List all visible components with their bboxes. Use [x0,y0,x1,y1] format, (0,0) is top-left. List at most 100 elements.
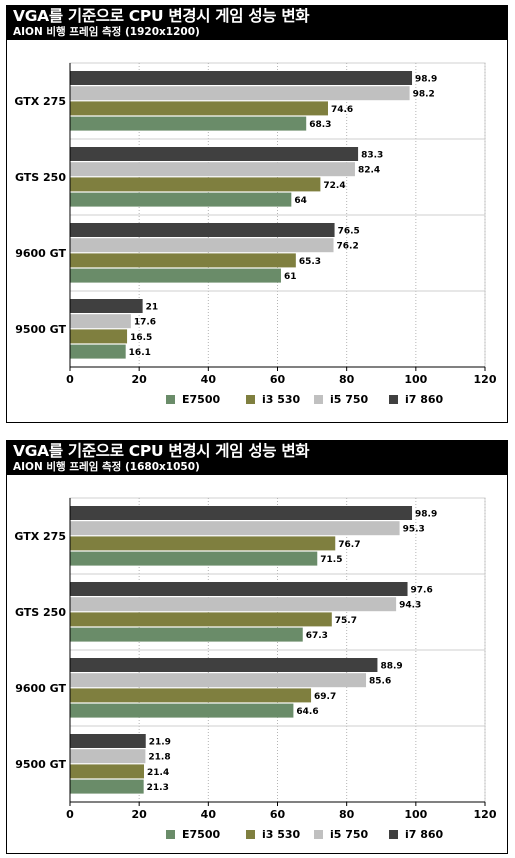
bar-i7-860-9500-gt [70,734,146,748]
data-label: 76.7 [338,540,360,550]
data-label: 21.9 [149,738,171,748]
data-label: 16.1 [129,348,151,358]
bar-i3-530-gtx-275 [70,101,328,116]
data-label: 71.5 [320,555,342,565]
bar-i5-750-9500-gt [70,749,146,764]
category-label-9500-gt: 9500 GT [15,758,66,771]
bar-i5-750-gts-250 [70,597,397,612]
bar-e7500-9500-gt [70,344,126,359]
bar-i3-530-gts-250 [70,177,321,192]
data-label: 76.5 [338,227,360,237]
data-label: 83.3 [361,151,383,161]
x-tick-label: 120 [474,808,497,821]
bar-i3-530-9600-gt [70,688,312,703]
chart-panel-1920x1200: VGA를 기준으로 CPU 변경시 게임 성능 변화 AION 비행 프레임 측… [6,5,508,423]
chart-title: VGA를 기준으로 CPU 변경시 게임 성능 변화 [13,442,310,460]
data-label: 95.3 [403,525,425,535]
data-label: 21.4 [147,768,169,778]
bar-i7-860-gts-250 [70,582,408,596]
bar-i5-750-9500-gt [70,314,131,329]
data-label: 75.7 [335,616,357,626]
legend-label-i5-750: i5 750 [330,393,369,406]
data-label: 82.4 [358,166,380,176]
bar-i7-860-9600-gt [70,223,335,237]
legend-swatch-i7-860 [389,830,398,839]
x-tick-label: 60 [270,373,286,386]
x-tick-label: 100 [404,808,427,821]
bar-e7500-gtx-275 [70,551,318,566]
data-label: 65.3 [299,257,321,267]
x-tick-label: 80 [339,808,355,821]
bar-i3-530-9500-gt [70,329,128,344]
data-label: 69.7 [314,692,336,702]
legend-label-i3-530: i3 530 [262,828,301,841]
chart-header: VGA를 기준으로 CPU 변경시 게임 성능 변화 AION 비행 프레임 측… [7,6,507,40]
data-label: 61 [284,272,297,282]
chart-header: VGA를 기준으로 CPU 변경시 게임 성능 변화 AION 비행 프레임 측… [7,441,507,475]
legend-label-e7500: E7500 [182,393,220,406]
category-label-gtx-275: GTX 275 [14,530,66,543]
legend-swatch-i3-530 [246,395,255,404]
bar-i7-860-gts-250 [70,147,359,161]
bar-e7500-gts-250 [70,192,292,207]
legend-swatch-e7500 [166,395,175,404]
data-label: 16.5 [130,333,152,343]
legend-label-i5-750: i5 750 [330,828,369,841]
data-label: 64.6 [296,707,318,717]
bar-e7500-gtx-275 [70,116,307,131]
x-tick-label: 0 [66,808,74,821]
data-label: 68.3 [309,120,331,130]
chart-panel-1680x1050: VGA를 기준으로 CPU 변경시 게임 성능 변화 AION 비행 프레임 측… [6,440,508,854]
x-tick-label: 0 [66,373,74,386]
legend-swatch-i7-860 [389,395,398,404]
chart-title: VGA를 기준으로 CPU 변경시 게임 성능 변화 [13,7,310,25]
legend-swatch-i5-750 [314,830,323,839]
x-tick-label: 100 [404,373,427,386]
data-label: 74.6 [331,105,353,115]
chart-subtitle: AION 비행 프레임 측정 (1680x1050) [13,461,200,473]
legend-label-i3-530: i3 530 [262,393,301,406]
bar-i7-860-9500-gt [70,299,143,313]
x-tick-label: 80 [339,373,355,386]
legend-label-e7500: E7500 [182,828,220,841]
data-label: 21 [146,303,159,313]
x-tick-label: 20 [132,808,148,821]
bar-chart-1680x1050: GTX 275 98.9 95.3 76.7 71.5 GTS 250 97.6 94.3 75… [14,497,497,841]
data-label: 85.6 [369,677,391,687]
category-label-9500-gt: 9500 GT [15,323,66,336]
bar-i3-530-gtx-275 [70,536,336,551]
data-label: 88.9 [380,662,402,672]
bar-i7-860-gtx-275 [70,71,413,85]
x-tick-label: 120 [474,373,497,386]
legend-swatch-i5-750 [314,395,323,404]
legend-swatch-e7500 [166,830,175,839]
bar-i3-530-9600-gt [70,253,296,268]
category-label-9600-gt: 9600 GT [15,682,66,695]
data-label: 98.9 [415,510,437,520]
x-tick-label: 40 [201,808,217,821]
legend-label-i7-860: i7 860 [405,393,444,406]
bar-i7-860-gtx-275 [70,506,413,520]
bar-i5-750-gtx-275 [70,521,400,536]
data-label: 76.2 [337,242,359,252]
x-tick-label: 40 [201,373,217,386]
bar-i5-750-gtx-275 [70,86,410,101]
bar-i5-750-gts-250 [70,162,355,177]
data-label: 94.3 [399,601,421,611]
bar-i5-750-9600-gt [70,238,334,253]
category-label-9600-gt: 9600 GT [15,247,66,260]
data-label: 97.6 [411,586,433,596]
data-label: 21.8 [148,753,170,763]
data-label: 64 [294,196,307,206]
category-label-gtx-275: GTX 275 [14,95,66,108]
category-label-gts-250: GTS 250 [15,606,66,619]
chart-subtitle: AION 비행 프레임 측정 (1920x1200) [13,26,200,38]
bar-e7500-9500-gt [70,779,144,794]
data-label: 67.3 [306,631,328,641]
legend-label-i7-860: i7 860 [405,828,444,841]
x-tick-label: 60 [270,808,286,821]
data-label: 21.3 [147,783,169,793]
bar-i7-860-9600-gt [70,658,378,672]
data-label: 98.9 [415,75,437,85]
x-tick-label: 20 [132,373,148,386]
